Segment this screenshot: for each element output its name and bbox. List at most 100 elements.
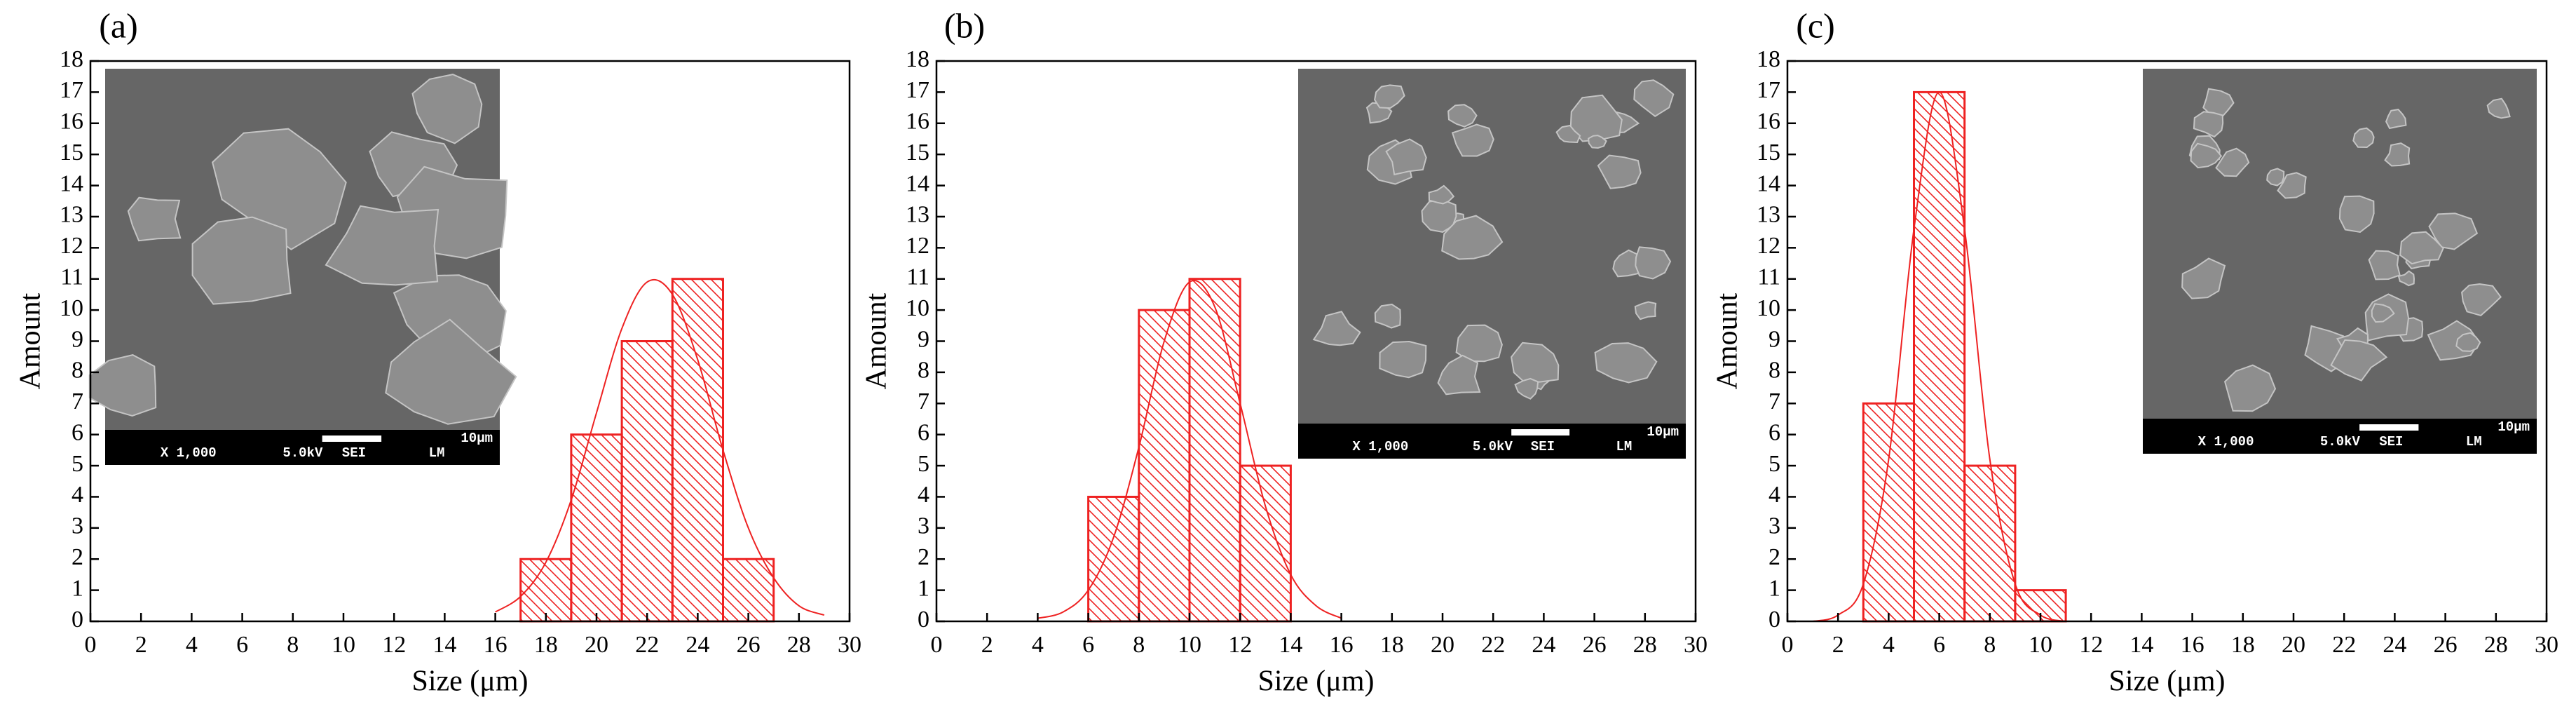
y-tick-label: 5 bbox=[71, 451, 83, 477]
x-tick-label: 22 bbox=[1481, 632, 1505, 658]
particle bbox=[2223, 364, 2277, 412]
caption-mode: LM bbox=[429, 445, 445, 461]
particle bbox=[2368, 250, 2401, 281]
y-tick-label: 11 bbox=[1757, 264, 1780, 290]
x-tick-label: 16 bbox=[484, 632, 507, 658]
panel-label: (c) bbox=[1796, 6, 1835, 45]
y-tick-label: 14 bbox=[906, 170, 929, 196]
x-tick-label: 26 bbox=[737, 632, 761, 658]
x-tick-label: 4 bbox=[186, 632, 198, 658]
x-tick-label: 10 bbox=[1178, 632, 1201, 658]
x-tick-label: 18 bbox=[1380, 632, 1404, 658]
particle bbox=[1597, 154, 1642, 189]
y-tick-label: 18 bbox=[60, 46, 83, 72]
y-tick-label: 13 bbox=[906, 202, 929, 228]
x-tick-label: 4 bbox=[1883, 632, 1895, 658]
particle bbox=[1514, 377, 1539, 400]
particle bbox=[1374, 84, 1405, 109]
bar bbox=[620, 340, 674, 623]
y-tick-label: 17 bbox=[1757, 77, 1780, 103]
bar bbox=[519, 558, 573, 623]
y-tick-label: 0 bbox=[918, 607, 929, 633]
bar bbox=[1963, 464, 2017, 623]
y-tick-label: 15 bbox=[906, 140, 929, 166]
y-tick-label: 12 bbox=[906, 233, 929, 259]
caption-bar bbox=[2143, 419, 2537, 454]
particle bbox=[1588, 135, 1607, 149]
fit-curve bbox=[1037, 280, 1342, 619]
particle bbox=[2385, 109, 2407, 130]
x-tick-label: 28 bbox=[787, 632, 811, 658]
particle bbox=[1437, 354, 1481, 396]
y-tick-label: 18 bbox=[1757, 46, 1780, 72]
caption-bar bbox=[1298, 424, 1686, 459]
particle bbox=[211, 128, 347, 250]
sem-inset: X 1,000 5.0kV SEI LM 10μm bbox=[1298, 69, 1686, 459]
y-tick-label: 16 bbox=[1757, 109, 1780, 135]
x-tick-label: 2 bbox=[135, 632, 147, 658]
caption-detector: SEI bbox=[2379, 434, 2403, 450]
caption-voltage: 5.0kV bbox=[2320, 434, 2361, 450]
caption-scale: 10μm bbox=[461, 431, 493, 446]
particle bbox=[2371, 303, 2395, 323]
x-tick-label: 6 bbox=[1933, 632, 1945, 658]
y-tick-label: 4 bbox=[1769, 482, 1780, 508]
y-tick-label: 5 bbox=[1769, 451, 1780, 477]
particle bbox=[2486, 97, 2511, 119]
particle bbox=[2202, 88, 2235, 119]
x-tick-label: 22 bbox=[635, 632, 659, 658]
y-tick-label: 2 bbox=[918, 544, 929, 570]
y-tick-label: 0 bbox=[71, 607, 83, 633]
x-tick-label: 18 bbox=[2231, 632, 2255, 658]
x-tick-label: 30 bbox=[838, 632, 861, 658]
x-tick-label: 20 bbox=[2282, 632, 2305, 658]
particle bbox=[1511, 342, 1560, 384]
y-tick-label: 3 bbox=[1769, 513, 1780, 539]
x-tick-label: 22 bbox=[2332, 632, 2356, 658]
scale-bar bbox=[2359, 424, 2419, 431]
x-tick-label: 30 bbox=[2535, 632, 2558, 658]
particle bbox=[191, 216, 292, 305]
y-tick-label: 12 bbox=[1757, 233, 1780, 259]
y-tick-label: 2 bbox=[71, 544, 83, 570]
caption-scale: 10μm bbox=[1647, 424, 1679, 440]
x-tick-label: 14 bbox=[2129, 632, 2153, 658]
caption-bar bbox=[105, 430, 500, 465]
particle bbox=[2277, 172, 2307, 199]
particle bbox=[1385, 138, 1427, 176]
x-tick-label: 24 bbox=[2383, 632, 2406, 658]
x-tick-label: 6 bbox=[236, 632, 248, 658]
caption-mode: LM bbox=[2466, 434, 2482, 450]
x-tick-label: 28 bbox=[1633, 632, 1657, 658]
fit-curve bbox=[1812, 91, 2066, 622]
x-tick-label: 26 bbox=[1583, 632, 1607, 658]
x-tick-label: 16 bbox=[1330, 632, 1354, 658]
y-tick-label: 12 bbox=[60, 233, 83, 259]
x-tick-label: 28 bbox=[2484, 632, 2508, 658]
x-tick-label: 20 bbox=[585, 632, 608, 658]
y-tick-label: 9 bbox=[71, 326, 83, 352]
particle bbox=[127, 196, 182, 242]
particle bbox=[1455, 324, 1503, 363]
y-tick-label: 1 bbox=[71, 575, 83, 601]
x-tick-label: 8 bbox=[1984, 632, 1996, 658]
y-tick-label: 5 bbox=[918, 451, 929, 477]
particle bbox=[1635, 246, 1672, 280]
particle bbox=[1612, 249, 1642, 278]
y-tick-label: 6 bbox=[918, 419, 929, 445]
y-tick-label: 3 bbox=[918, 513, 929, 539]
particle bbox=[2190, 142, 2223, 169]
bar bbox=[1138, 309, 1191, 623]
particle bbox=[1441, 215, 1504, 260]
particle bbox=[2399, 231, 2444, 265]
particle bbox=[2215, 147, 2250, 177]
panel-label: (a) bbox=[99, 6, 138, 45]
x-tick-label: 0 bbox=[931, 632, 943, 658]
scale-bar bbox=[1511, 429, 1570, 435]
panel-label: (b) bbox=[944, 6, 985, 45]
particle bbox=[411, 74, 483, 144]
y-tick-label: 7 bbox=[918, 389, 929, 414]
y-tick-label: 10 bbox=[906, 295, 929, 321]
particle bbox=[2330, 339, 2388, 381]
